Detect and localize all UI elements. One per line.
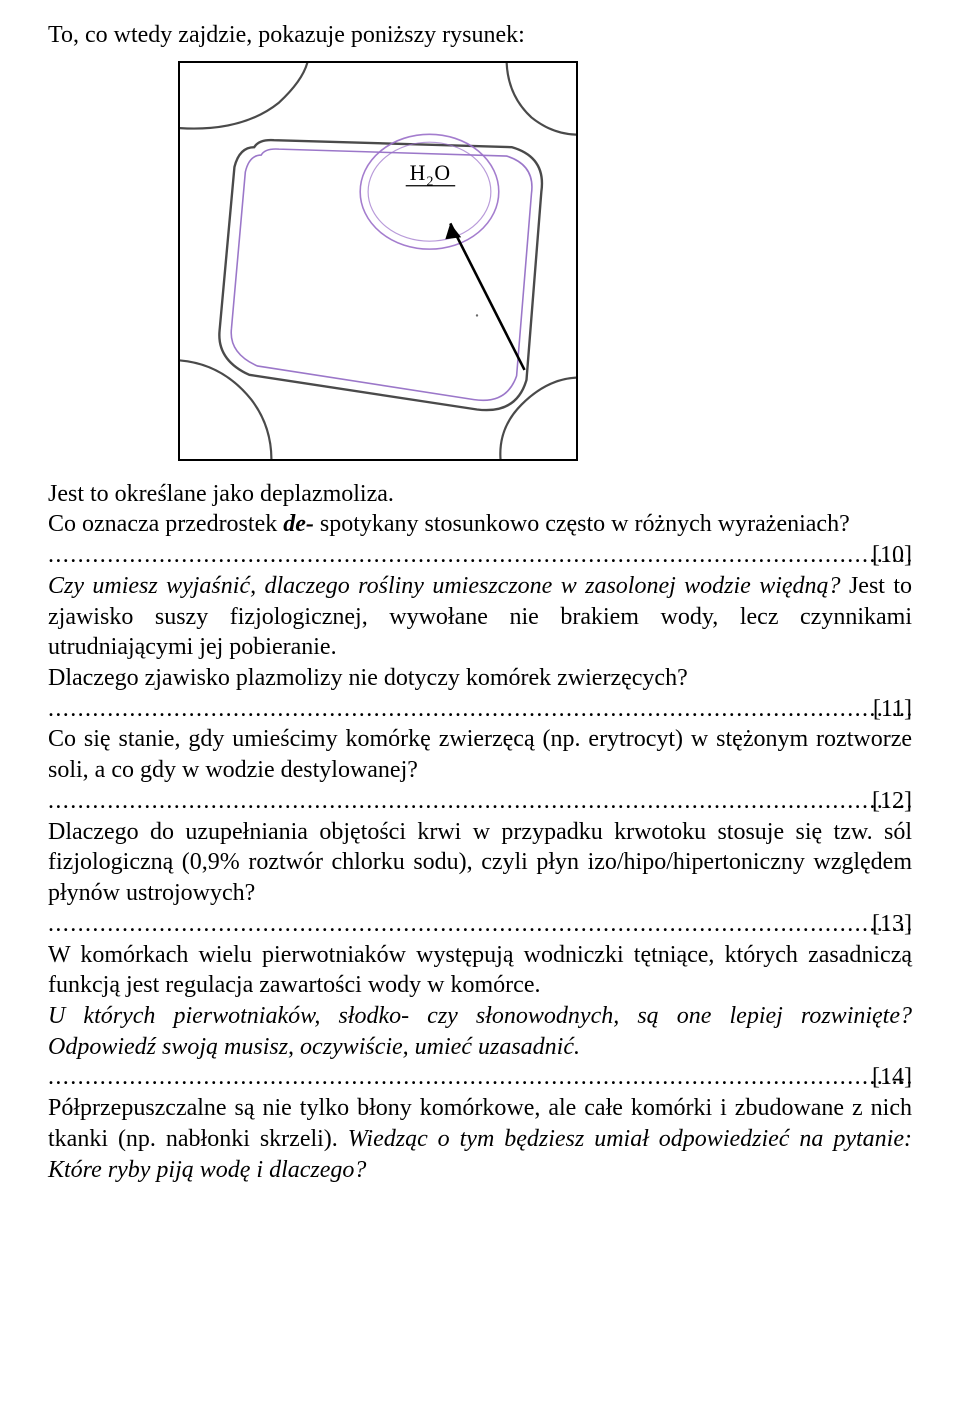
dot-fill xyxy=(48,788,912,814)
svg-text:H: H xyxy=(410,161,426,185)
paragraph-protozoa-question: U których pierwotniaków, słodko- czy sło… xyxy=(48,1001,912,1062)
text: Co oznacza przedrostek xyxy=(48,511,283,537)
paragraph-deplazmoliza: Jest to określane jako deplazmoliza. xyxy=(48,479,912,510)
dotted-ref-13: [13] xyxy=(48,909,912,940)
dot-fill xyxy=(48,696,912,722)
dotted-ref-14: [14] xyxy=(48,1062,912,1093)
dot-fill xyxy=(48,1064,912,1090)
dot-fill xyxy=(48,542,912,568)
cell-diagram: H 2 O xyxy=(178,61,578,461)
svg-text:2: 2 xyxy=(427,173,434,188)
paragraph-salty-water: Czy umiesz wyjaśnić, dlaczego rośliny um… xyxy=(48,571,912,663)
paragraph-erythrocyte: Co się stanie, gdy umieścimy komórkę zwi… xyxy=(48,724,912,785)
paragraph-plazmoliza-question: Dlaczego zjawisko plazmolizy nie dotyczy… xyxy=(48,663,912,694)
paragraph-fish: Półprzepuszczalne są nie tylko błony kom… xyxy=(48,1093,912,1185)
paragraph-saline: Dlaczego do uzupełniania objętości krwi … xyxy=(48,817,912,909)
emph-de: de- xyxy=(283,511,314,537)
dotted-ref-11: [11] xyxy=(48,694,912,725)
dot-fill xyxy=(48,911,912,937)
question-italic: Czy umiesz wyjaśnić, dlaczego rośliny um… xyxy=(48,573,841,599)
figure-container: H 2 O xyxy=(178,61,912,461)
svg-text:O: O xyxy=(434,161,450,185)
paragraph-de-prefix: Co oznacza przedrostek de- spotykany sto… xyxy=(48,509,912,540)
dotted-ref-12: [12] xyxy=(48,786,912,817)
intro-text: To, co wtedy zajdzie, pokazuje poniższy … xyxy=(48,20,912,51)
dotted-ref-10: [10] xyxy=(48,540,912,571)
paragraph-protozoa: W komórkach wielu pierwotniaków występuj… xyxy=(48,940,912,1001)
text: spotykany stosunkowo często w różnych wy… xyxy=(314,511,850,537)
